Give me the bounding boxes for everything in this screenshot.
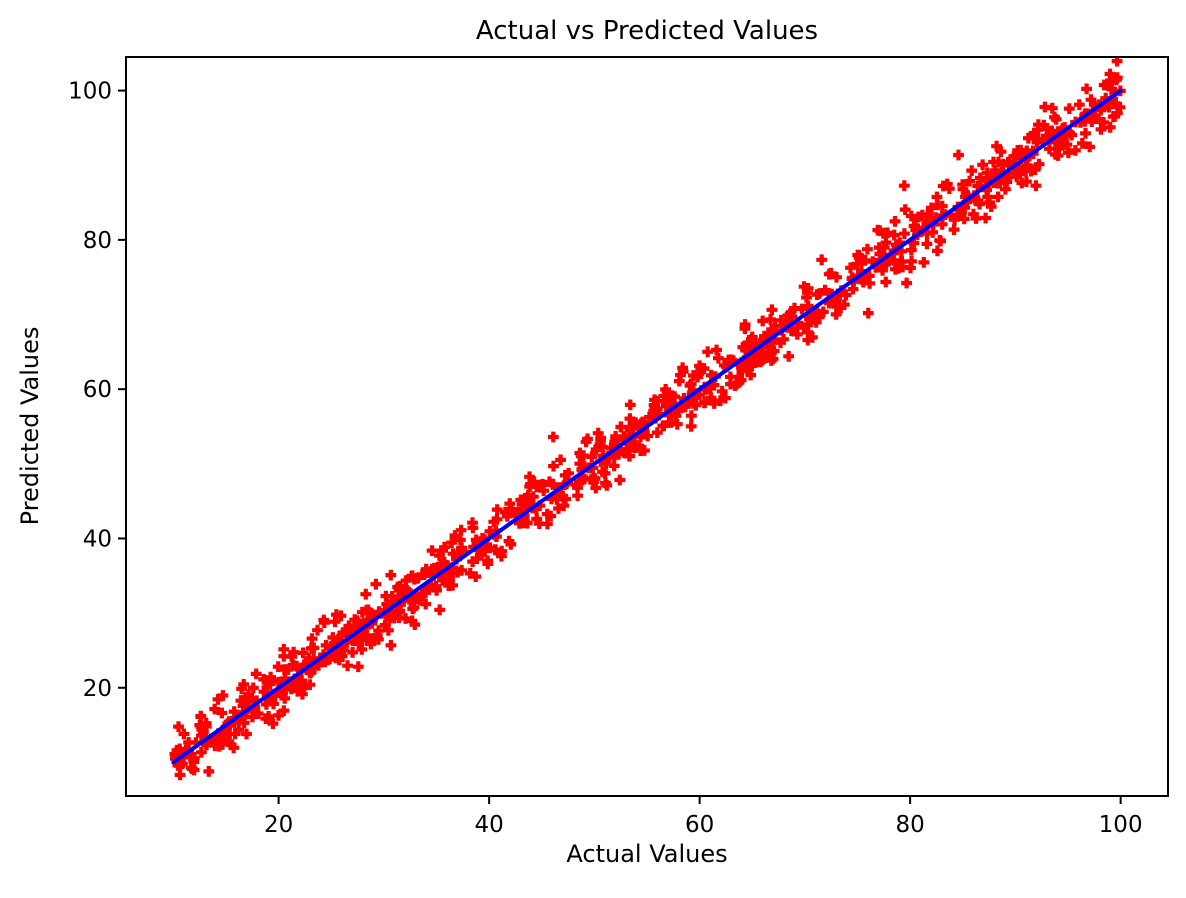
y-tick-label: 80 [83,228,112,254]
x-tick-label: 20 [264,812,293,838]
scatter-points [169,57,1126,781]
x-tick-label: 80 [895,812,924,838]
y-tick-label: 100 [68,79,112,105]
x-axis-label: Actual Values [566,840,727,868]
y-axis-label: Predicted Values [16,327,44,526]
plot-data-layer [169,57,1126,781]
identity-line [171,88,1123,765]
y-axis-ticks: 20 40 60 80 100 [68,79,126,702]
y-tick-label: 20 [83,676,112,702]
x-tick-label: 40 [474,812,503,838]
chart-title: Actual vs Predicted Values [476,16,818,46]
y-tick-label: 60 [83,377,112,403]
y-tick-label: 40 [83,526,112,552]
plot-border [125,56,1169,797]
x-tick-label: 100 [1099,812,1143,838]
x-axis-ticks: 20 40 60 80 100 [264,796,1143,838]
x-tick-label: 60 [685,812,714,838]
